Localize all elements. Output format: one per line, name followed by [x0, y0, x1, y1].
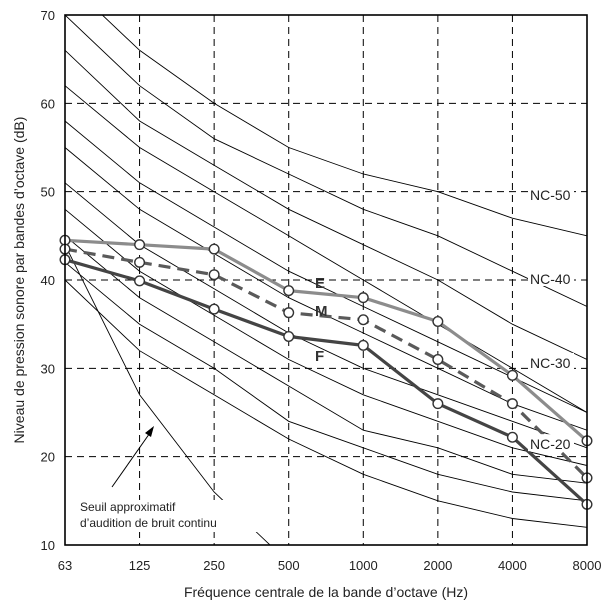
data-point-M-4000 [506, 398, 518, 410]
data-point-E-2000 [432, 316, 444, 328]
nc-label-NC-50: NC-50 [530, 187, 571, 203]
annotation-line-1: Seuil approximatif [80, 500, 176, 514]
annotation-background [72, 500, 266, 532]
x-tick-label-250: 250 [203, 558, 225, 573]
nc-label-background-NC-50 [528, 185, 574, 203]
series-lines [64, 238, 589, 506]
nc-curve-nc-10 [65, 261, 587, 502]
series-label-M: M [315, 303, 328, 320]
annotation-arrow-line [111, 429, 153, 488]
series-label-F: F [315, 348, 324, 365]
x-tick-label-500: 500 [278, 558, 300, 573]
nc-curve-nc-11 [65, 279, 587, 528]
y-axis-title: Niveau de pression sonore par bandes d’o… [11, 117, 27, 444]
nc-label-NC-40: NC-40 [530, 271, 571, 287]
nc-label-background-NC-30 [528, 352, 574, 370]
data-point-M-2000 [432, 354, 444, 366]
data-point-M-1000 [357, 314, 369, 326]
nc-curve-nc-7 [65, 182, 587, 449]
data-point-M-250 [208, 269, 220, 281]
annotation-arrow-head [145, 426, 154, 437]
nc-label-NC-30: NC-30 [530, 355, 571, 371]
x-tick-label-2000: 2000 [423, 558, 452, 573]
y-tick-label-60: 60 [41, 96, 55, 111]
x-tick-label-125: 125 [129, 558, 151, 573]
y-tick-label-10: 10 [41, 538, 55, 553]
nc-curve-nc-8 [65, 208, 587, 466]
data-point-E-500 [283, 285, 295, 297]
x-tick-label-8000: 8000 [573, 558, 602, 573]
x-axis-title: Fréquence centrale de la bande d’octave … [184, 584, 468, 600]
y-tick-label-70: 70 [41, 8, 55, 23]
x-tick-labels: 63 125 250 500 1000 2000 4000 8000 [58, 558, 602, 573]
nc-label-background-NC-20 [528, 434, 574, 452]
data-point-M-500 [283, 307, 295, 319]
x-tick-label-4000: 4000 [498, 558, 527, 573]
data-point-M-125 [134, 256, 146, 268]
y-tick-label-50: 50 [41, 185, 55, 200]
nc-label-background-NC-40 [528, 269, 574, 286]
x-tick-label-1000: 1000 [349, 558, 378, 573]
series-line-F [64, 258, 589, 506]
series-label-E: E [315, 275, 325, 292]
annotation-line-2: d’audition de bruit continu [80, 516, 217, 530]
data-point-F-250 [208, 303, 220, 315]
x-tick-label-63: 63 [58, 558, 72, 573]
data-point-F-1000 [357, 339, 369, 351]
y-tick-label-20: 20 [41, 450, 55, 465]
plot-frame [64, 14, 588, 546]
series-labels: EM F [315, 275, 328, 365]
nc-curve-nc-1 [65, 85, 587, 413]
series-points [59, 234, 593, 510]
nc-curve-nc-3 [65, 15, 587, 307]
nc-curve-nc-2 [65, 49, 587, 360]
nc-labels: NC-50 NC-40 NC-30 NC-20 [528, 185, 574, 452]
y-tick-label-40: 40 [41, 273, 55, 288]
data-point-E-250 [208, 243, 220, 255]
nc-curve-nc-5 [65, 120, 587, 413]
nc-label-NC-20: NC-20 [530, 436, 571, 452]
data-point-F-2000 [432, 398, 444, 410]
nc-curve-nc-9 [65, 235, 587, 484]
data-point-F-125 [134, 275, 146, 287]
data-point-E-4000 [506, 369, 518, 381]
y-tick-label-30: 30 [41, 361, 55, 376]
threshold-annotation: Seuil approximatif d’audition de bruit c… [72, 426, 266, 532]
nc-curve-nc-4 [101, 15, 587, 237]
series-line-M [64, 247, 589, 480]
data-point-F-4000 [506, 431, 518, 443]
data-point-F-500 [283, 331, 295, 343]
data-point-E-1000 [357, 292, 369, 304]
series-line-E [64, 238, 589, 443]
data-point-E-125 [134, 239, 146, 251]
y-tick-labels: 10 20 30 40 50 60 70 [41, 8, 55, 553]
